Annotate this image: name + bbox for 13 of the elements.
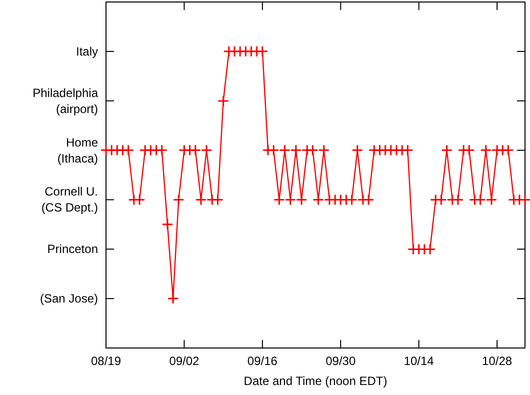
x-tick-label: 09/02 xyxy=(169,354,200,368)
text: Home (Ithaca) xyxy=(57,135,98,166)
text: (San Jose) xyxy=(40,292,98,306)
text: Cornell U. (CS Dept.) xyxy=(41,184,98,215)
x-tick-label: 10/28 xyxy=(482,354,512,368)
x-tick-label: 08/19 xyxy=(90,354,122,368)
x-tick-label: 09/30 xyxy=(326,354,356,368)
text: Italy xyxy=(76,44,98,58)
text: Princeton xyxy=(47,242,98,256)
x-axis-title: Date and Time (noon EDT) xyxy=(244,374,388,388)
x-tick-label: 10/14 xyxy=(404,354,434,368)
text: Philadelphia (airport) xyxy=(32,86,98,116)
x-tick-label: 09/16 xyxy=(247,354,278,368)
